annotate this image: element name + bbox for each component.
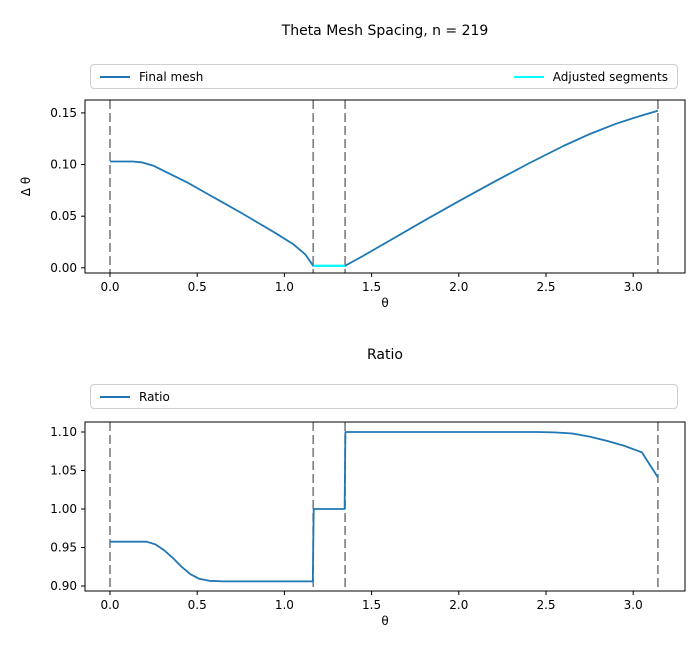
svg-text:0.0: 0.0 [100,598,119,612]
svg-text:θ: θ [381,296,388,310]
svg-text:Δ θ: Δ θ [19,177,33,196]
svg-text:2.5: 2.5 [536,598,555,612]
svg-text:2.5: 2.5 [536,280,555,294]
adjusted-segments-line-swatch [513,75,544,78]
svg-text:2.0: 2.0 [449,598,468,612]
svg-text:1.10: 1.10 [50,425,77,439]
svg-text:0.15: 0.15 [50,106,77,120]
svg-text:0.0: 0.0 [100,280,119,294]
plot2-title: Ratio [367,347,403,363]
svg-text:1.0: 1.0 [275,598,294,612]
svg-text:0.90: 0.90 [50,579,77,593]
legend-item-ratio: Ratio [100,390,170,404]
svg-text:1.5: 1.5 [362,598,381,612]
final-mesh-line-swatch [100,75,130,78]
svg-text:3.0: 3.0 [624,280,643,294]
ratio-plot: 0.0 0.5 1.0 1.5 2.0 2.5 3.0 0.90 0.95 1.00 1.05 1.1… [50,421,686,628]
theta-mesh-spacing-plot: 0.0 0.5 1.0 1.5 2.0 2.5 3.0 0.00 0.05 0.10 0.15 θ Δ … [19,99,686,310]
svg-text:1.05: 1.05 [50,464,77,478]
legend-label-adjusted-segments: Adjusted segments [552,69,668,84]
svg-text:0.95: 0.95 [50,541,77,555]
svg-text:1.5: 1.5 [362,280,381,294]
legend-item-final-mesh: Final mesh [100,70,203,84]
ratio-line-swatch [100,395,130,398]
svg-text:0.10: 0.10 [50,158,77,172]
plot1-title: Theta Mesh Spacing, n = 219 [281,23,489,39]
plot1-legend: Final mesh Adjusted segments [90,64,678,89]
svg-text:3.0: 3.0 [624,598,643,612]
svg-text:0.5: 0.5 [188,598,207,612]
svg-text:2.0: 2.0 [449,280,468,294]
svg-text:0.00: 0.00 [50,261,77,275]
svg-text:θ: θ [381,614,388,628]
svg-text:0.5: 0.5 [188,280,207,294]
svg-text:1.00: 1.00 [50,502,77,516]
legend-label-ratio: Ratio [139,389,170,404]
svg-text:1.0: 1.0 [275,280,294,294]
plot2-legend: Ratio [90,384,678,409]
legend-item-adjusted-segments: Adjusted segments [513,69,668,84]
svg-text:0.05: 0.05 [50,209,77,223]
legend-label-final-mesh: Final mesh [139,69,204,84]
